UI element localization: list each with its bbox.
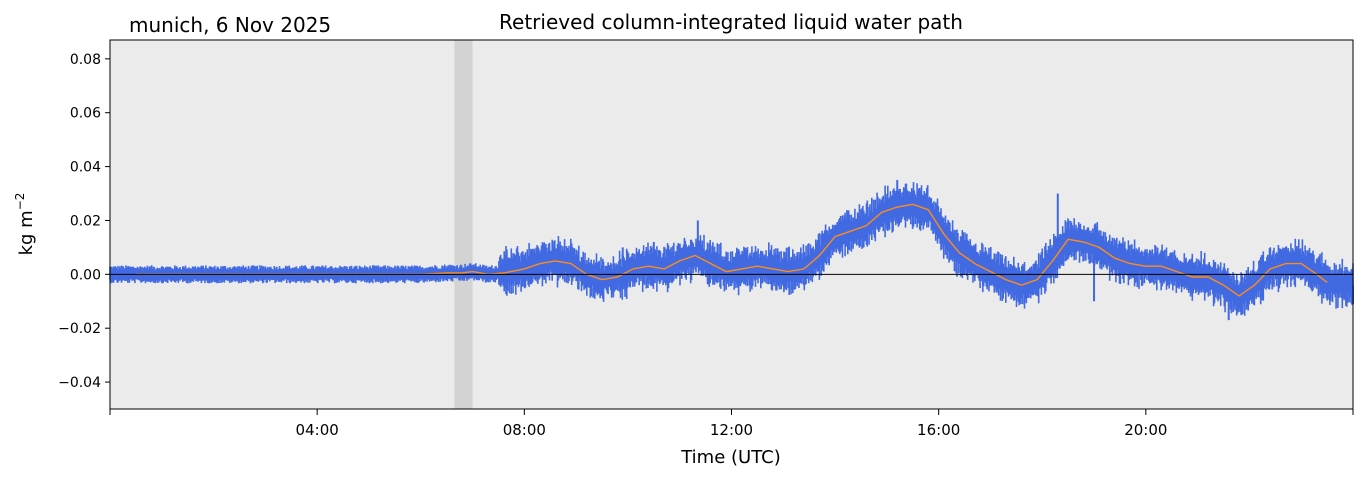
y-axis-label: kg m−2 xyxy=(13,193,37,256)
shaded-bands xyxy=(454,40,473,409)
y-tick-label-2: 0.00 xyxy=(70,267,101,283)
y-tick-label-6: 0.08 xyxy=(70,52,101,68)
x-tick-label-0: 04:00 xyxy=(296,421,339,439)
x-axis-label: Time (UTC) xyxy=(680,447,781,468)
y-tick-label-3: 0.02 xyxy=(70,213,101,229)
x-tick-label-1: 08:00 xyxy=(503,421,546,439)
chart-title: Retrieved column-integrated liquid water… xyxy=(499,10,963,34)
x-tick-label-4: 20:00 xyxy=(1124,421,1167,439)
y-axis: −0.04 −0.02 0.00 0.02 0.04 0.06 0.08 xyxy=(58,52,110,391)
y-tick-label-4: 0.04 xyxy=(70,160,101,176)
chart-subtitle: munich, 6 Nov 2025 xyxy=(129,13,331,37)
x-tick-label-3: 16:00 xyxy=(917,421,960,439)
y-axis-label-unit: kg m xyxy=(16,210,37,255)
y-tick-label-0: −0.04 xyxy=(58,375,101,391)
plot-background xyxy=(110,40,1353,409)
y-tick-label-1: −0.02 xyxy=(58,321,101,337)
smoothed-series-line xyxy=(135,203,1328,297)
y-axis-label-exponent: −2 xyxy=(13,193,27,211)
shaded-band-0 xyxy=(454,40,473,409)
x-axis: 04:00 08:00 12:00 16:00 20:00 xyxy=(109,409,1354,439)
plot-area xyxy=(109,39,1354,410)
y-tick-label-5: 0.06 xyxy=(70,106,101,122)
x-tick-label-2: 12:00 xyxy=(710,421,753,439)
